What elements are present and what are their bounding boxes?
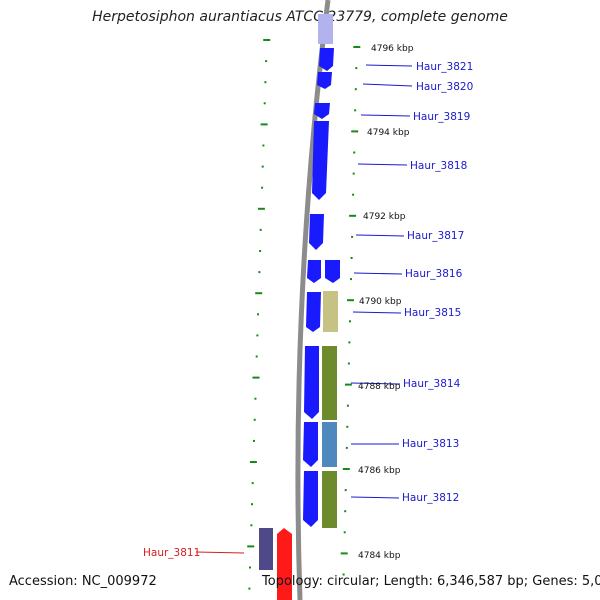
genome-title: Herpetosiphon aurantiacus ATCC 23779, co…	[92, 9, 508, 25]
scale-label: 4792 kbp	[363, 212, 406, 222]
scale-label: 4794 kbp	[367, 128, 410, 138]
gene-arrow-blue[interactable]	[319, 48, 334, 71]
feature-khaki	[323, 291, 338, 332]
scale-label: 4786 kbp	[358, 466, 401, 476]
gene-label-haur-3818[interactable]: Haur_3818	[410, 160, 467, 172]
feature-red-highlight	[277, 528, 292, 600]
gene-leader-line-red	[195, 551, 245, 554]
feature-olive-upper	[322, 346, 337, 420]
gene-label-haur-3811[interactable]: Haur_3811	[143, 547, 200, 559]
gene-arrow-blue[interactable]	[306, 292, 321, 332]
gene-arrow-blue[interactable]	[307, 260, 321, 283]
gene-label-haur-3817[interactable]: Haur_3817	[407, 230, 464, 242]
scale-label: 4788 kbp	[358, 382, 401, 392]
gene-label-haur-3819[interactable]: Haur_3819	[413, 111, 470, 123]
gene-label-haur-3820[interactable]: Haur_3820	[416, 81, 473, 93]
gene-arrow-blue[interactable]	[303, 471, 318, 527]
outer-tick-track	[247, 39, 271, 590]
gene-arrow-blue[interactable]	[309, 214, 324, 250]
scale-label: 4784 kbp	[358, 551, 401, 561]
genome-summary-text: Topology: circular; Length: 6,346,587 bp…	[262, 574, 600, 589]
gene-label-haur-3812[interactable]: Haur_3812	[402, 492, 459, 504]
feature-purple	[259, 528, 273, 570]
gene-arrow-blue[interactable]	[314, 103, 330, 119]
gene-label-haur-3814[interactable]: Haur_3814	[403, 378, 461, 390]
scale-label: 4796 kbp	[371, 44, 414, 54]
gene-arrow-blue[interactable]	[317, 72, 332, 89]
gene-leader-lines	[350, 64, 413, 499]
gene-label-haur-3813[interactable]: Haur_3813	[402, 438, 459, 450]
accession-text: Accession: NC_009972	[9, 574, 157, 589]
gene-arrow-blue[interactable]	[325, 260, 340, 283]
gene-arrow-blue[interactable]	[312, 121, 329, 200]
feature-lavender-top	[318, 14, 333, 44]
gene-label-haur-3821[interactable]: Haur_3821	[416, 61, 473, 73]
scale-label: 4790 kbp	[359, 297, 402, 307]
gene-arrows	[303, 48, 340, 527]
feature-olive-lower	[322, 471, 337, 528]
gene-label-haur-3815[interactable]: Haur_3815	[404, 307, 461, 319]
gene-arrow-blue[interactable]	[303, 422, 318, 467]
gene-arrow-blue[interactable]	[304, 346, 319, 419]
gene-label-haur-3816[interactable]: Haur_3816	[405, 268, 463, 280]
scale-tick-track	[340, 46, 361, 576]
feature-steel	[322, 422, 337, 467]
